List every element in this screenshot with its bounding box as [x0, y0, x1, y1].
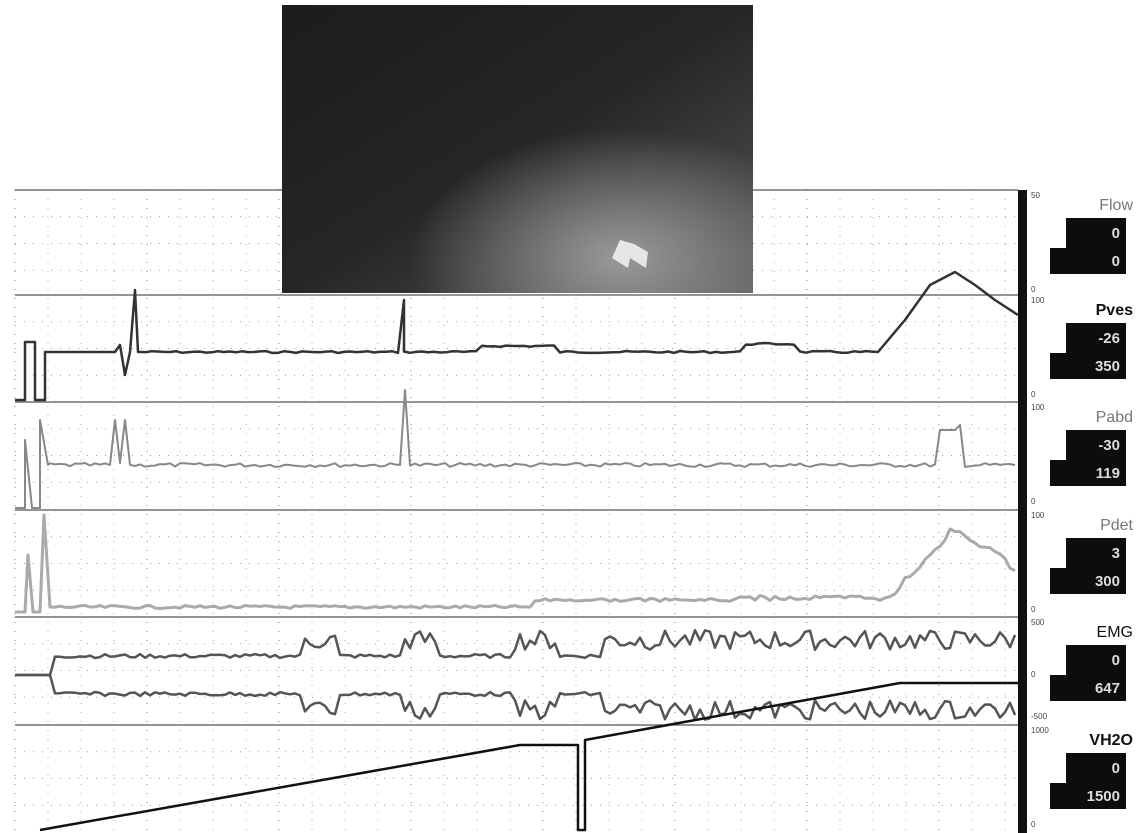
scale-label: 0 — [1031, 820, 1036, 829]
channel-label: EMG — [1097, 624, 1133, 641]
channel-label: Pves — [1096, 302, 1133, 319]
channel-label: Pdet — [1100, 517, 1133, 534]
channel-label: Flow — [1099, 197, 1133, 214]
channel-label: VH2O — [1089, 732, 1133, 749]
traces — [15, 272, 1020, 830]
scale-label: 0 — [1031, 390, 1036, 399]
scale-label: -500 — [1031, 712, 1048, 721]
scale-label: 100 — [1031, 296, 1045, 305]
readout-value: 350 — [1095, 358, 1120, 375]
readout-value: 300 — [1095, 573, 1120, 590]
readout-value: 0 — [1112, 225, 1120, 242]
trace — [15, 675, 1015, 720]
trace — [40, 683, 1020, 830]
scale-label: 0 — [1031, 605, 1036, 614]
readout-value: 0 — [1112, 253, 1120, 270]
trace — [15, 515, 1015, 612]
trace — [15, 390, 1015, 508]
scale-label: 50 — [1031, 191, 1040, 200]
scale-label: 100 — [1031, 403, 1045, 412]
scale-label: 0 — [1031, 670, 1036, 679]
readout-value: 119 — [1096, 465, 1120, 482]
endoscopy-image — [282, 5, 753, 293]
scale-label: 500 — [1031, 618, 1045, 627]
scale-label: 0 — [1031, 285, 1036, 294]
readout-value: 0 — [1112, 652, 1120, 669]
readout-value: -26 — [1098, 330, 1120, 347]
readout-value: 1500 — [1087, 788, 1120, 805]
scale-label: 0 — [1031, 497, 1036, 506]
urodynamic-screen: Flow50000Pves1000-26350Pabd1000-30119Pde… — [0, 0, 1140, 833]
scale-label: 100 — [1031, 511, 1045, 520]
channel-label: Pabd — [1096, 409, 1133, 426]
scale-bar — [1018, 190, 1027, 833]
trace — [15, 630, 1015, 675]
readout-value: 647 — [1095, 680, 1120, 697]
readout-value: 3 — [1112, 545, 1120, 562]
readout-value: -30 — [1098, 437, 1120, 454]
scale-label: 1000 — [1031, 726, 1049, 735]
readout-value: 0 — [1112, 760, 1120, 777]
